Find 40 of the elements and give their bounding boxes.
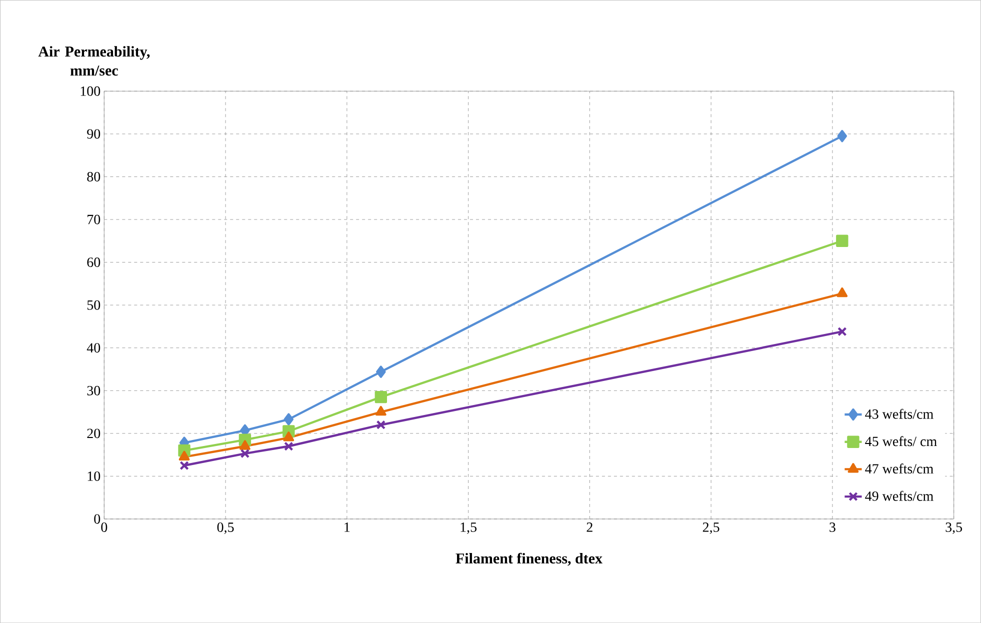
y-tick-label: 10 — [88, 471, 100, 481]
y-tick-label: 40 — [86, 343, 100, 353]
x-tick-label: 3 — [830, 522, 836, 532]
legend-label: 45 wefts/ cm — [865, 436, 937, 446]
point — [836, 234, 848, 247]
x-tick-label: 2 — [586, 522, 592, 532]
point — [178, 450, 190, 460]
x-tick-label: 1,5 — [460, 522, 477, 534]
y-tick-label: 100 — [80, 86, 100, 96]
x-tick-label: 1 — [344, 522, 350, 532]
y-tick-label: 60 — [87, 257, 100, 267]
point — [374, 390, 388, 404]
y-tick-label: 50 — [87, 300, 100, 310]
point — [240, 448, 250, 458]
x-axis-title: Filament fineness, dtex — [456, 552, 602, 566]
point — [376, 366, 386, 378]
point — [836, 287, 848, 298]
y-tick-label: 80 — [87, 172, 100, 182]
point — [283, 432, 294, 442]
point — [180, 460, 189, 470]
y-axis-title: Air Permeability, mm/sec — [38, 46, 150, 76]
point — [284, 413, 294, 426]
point — [837, 130, 847, 142]
y-tick-label: 90 — [87, 129, 100, 139]
x-tick-label: 3,5 — [946, 522, 962, 534]
point — [375, 406, 386, 416]
point — [284, 442, 294, 451]
legend-label: 43 wefts/cm — [865, 408, 934, 419]
y-tick-label: 0 — [94, 514, 100, 524]
point — [376, 420, 386, 430]
x-tick-label: 0 — [101, 522, 108, 532]
point — [838, 326, 847, 336]
y-tick-label: 70 — [88, 214, 100, 224]
legend-label: 47 wefts/cm — [865, 463, 934, 474]
x-tick-label: 0,5 — [217, 522, 234, 534]
y-tick-label: 30 — [87, 386, 100, 396]
x-tick-label: 2,5 — [702, 522, 720, 534]
y-tick-label: 20 — [87, 428, 100, 438]
legend-label: 49 wefts/cm — [865, 490, 934, 501]
point — [240, 440, 250, 450]
